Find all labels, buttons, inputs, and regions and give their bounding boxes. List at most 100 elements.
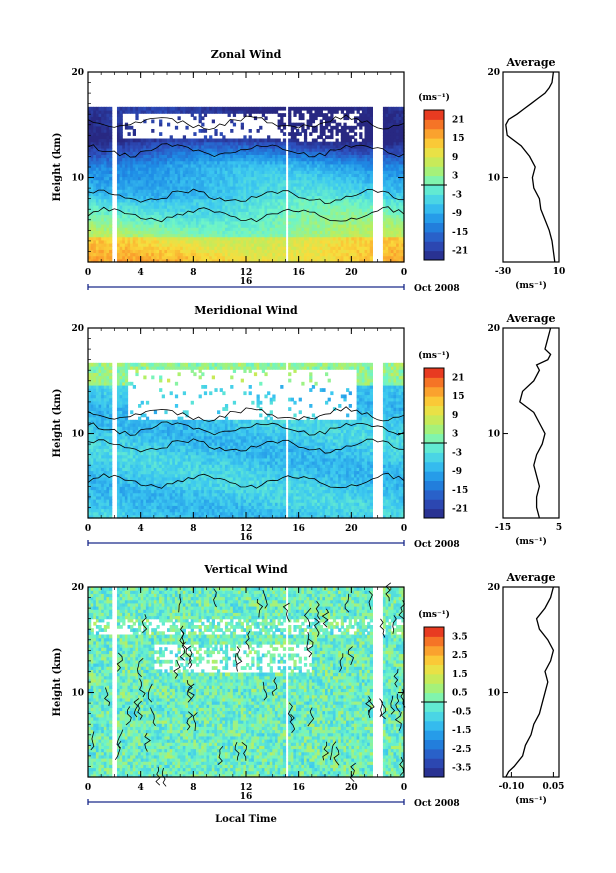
heatmap-cell	[167, 110, 171, 114]
heatmap-cell	[90, 246, 94, 250]
heatmap-cell	[88, 201, 92, 206]
heatmap-cell	[119, 201, 123, 206]
heatmap-cell	[188, 154, 192, 159]
heatmap-cell	[116, 119, 121, 124]
heatmap-cell	[161, 205, 165, 209]
heatmap-cell	[143, 182, 147, 187]
heatmap-cell	[185, 255, 189, 260]
heatmap-cell	[95, 176, 100, 181]
heatmap-cell	[151, 230, 155, 235]
heatmap-cell	[201, 116, 205, 121]
heatmap-cell	[88, 230, 92, 235]
heatmap-cell	[264, 116, 268, 121]
heatmap-cell	[143, 106, 147, 111]
heatmap-cell	[145, 239, 150, 244]
heatmap-cell	[182, 201, 187, 206]
heatmap-cell	[198, 113, 202, 117]
heatmap-cell	[143, 249, 147, 254]
heatmap-cell	[169, 198, 173, 203]
heatmap-cell	[182, 106, 187, 111]
heatmap-cell	[143, 233, 147, 238]
heatmap-cell	[98, 258, 102, 263]
heatmap-cell	[122, 236, 126, 241]
heatmap-cell	[188, 141, 192, 146]
heatmap-cell	[159, 182, 163, 187]
heatmap-cell	[201, 208, 205, 212]
heatmap-cell	[195, 249, 200, 254]
heatmap-cell	[145, 163, 150, 168]
heatmap-cell	[145, 179, 150, 184]
heatmap-cell	[140, 110, 144, 114]
heatmap-cell	[198, 186, 202, 190]
heatmap-cell	[103, 192, 108, 197]
heatmap-cell	[198, 246, 202, 250]
heatmap-cell	[130, 186, 134, 190]
heatmap-cell	[190, 195, 194, 200]
heatmap-cell	[124, 214, 129, 219]
heatmap-cell	[193, 233, 197, 238]
heatmap-cell	[248, 129, 252, 133]
heatmap-cell	[169, 163, 173, 168]
heatmap-cell	[167, 176, 171, 181]
heatmap-cell	[101, 217, 105, 222]
heatmap-cell	[103, 179, 108, 184]
heatmap-cell	[101, 148, 105, 152]
heatmap-cell	[172, 211, 176, 216]
heatmap-cell	[156, 246, 160, 250]
heatmap-cell	[145, 151, 150, 155]
heatmap-cell	[88, 173, 92, 178]
heatmap-cell	[159, 214, 163, 219]
heatmap-cell	[145, 227, 150, 231]
heatmap-cell	[169, 192, 173, 197]
heatmap-cell	[103, 163, 108, 168]
heatmap-cell	[130, 201, 134, 206]
heatmap-cell	[124, 170, 129, 174]
heatmap-cell	[159, 154, 163, 159]
heatmap-cell	[106, 214, 110, 219]
heatmap-cell	[185, 201, 189, 206]
heatmap-cell	[174, 214, 179, 219]
heatmap-cell	[135, 214, 139, 219]
heatmap-cell	[190, 110, 194, 114]
heatmap-cell	[174, 176, 179, 181]
heatmap-cell	[164, 182, 168, 187]
heatmap-cell	[122, 258, 126, 263]
heatmap-cell	[95, 116, 100, 121]
heatmap-cell	[109, 233, 113, 238]
heatmap-cell	[130, 189, 134, 193]
heatmap-cell	[153, 201, 158, 206]
heatmap-cell	[203, 214, 208, 219]
heatmap-cell	[98, 129, 102, 133]
heatmap-cell	[188, 192, 192, 197]
heatmap-cell	[122, 110, 126, 114]
heatmap-cell	[195, 227, 200, 231]
heatmap-cell	[116, 258, 121, 263]
heatmap-cell	[109, 160, 113, 165]
heatmap-cell	[101, 182, 105, 187]
heatmap-cell	[188, 211, 192, 216]
heatmap-cell	[140, 208, 144, 212]
heatmap-cell	[109, 154, 113, 159]
heatmap-cell	[103, 195, 108, 200]
heatmap-cell	[135, 173, 139, 178]
heatmap-cell	[138, 186, 142, 190]
heatmap-cell	[177, 249, 181, 254]
heatmap-cell	[122, 224, 126, 228]
heatmap-cell	[122, 192, 126, 197]
heatmap-cell	[164, 106, 168, 111]
heatmap-cell	[169, 233, 173, 238]
heatmap-cell	[143, 211, 147, 216]
heatmap-cell	[145, 110, 150, 114]
heatmap-cell	[98, 119, 102, 124]
heatmap-cell	[88, 214, 92, 219]
heatmap-cell	[190, 220, 194, 225]
heatmap-cell	[164, 167, 168, 171]
heatmap-cell	[122, 217, 126, 222]
heatmap-cell	[185, 170, 189, 174]
heatmap-cell	[182, 220, 187, 225]
heatmap-cell	[138, 173, 142, 178]
heatmap-cell	[103, 230, 108, 235]
heatmap-cell	[195, 243, 200, 247]
heatmap-cell	[116, 122, 121, 127]
heatmap-cell	[106, 230, 110, 235]
